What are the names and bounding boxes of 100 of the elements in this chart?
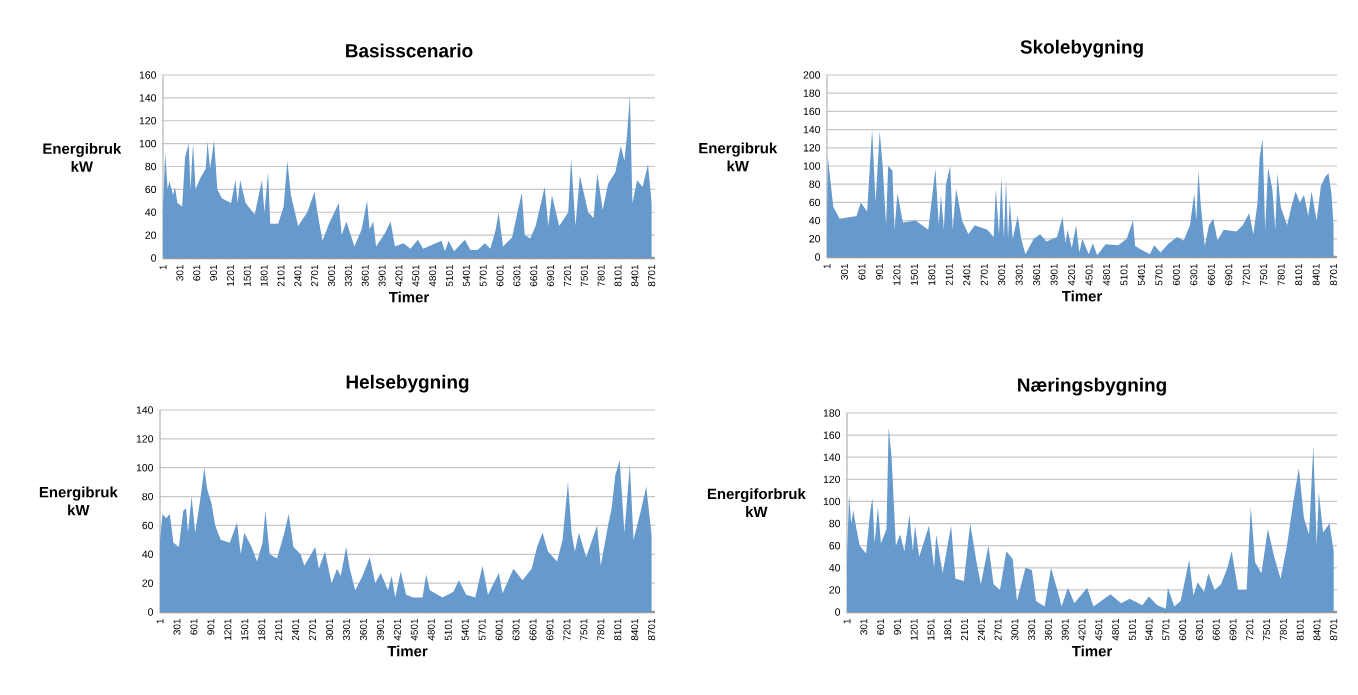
x-tick-label: 1201: [893, 264, 901, 285]
x-tick-label: 7501: [1263, 619, 1271, 641]
y-tick-label: 0: [835, 608, 841, 616]
x-tick-label: 1801: [928, 264, 936, 285]
y-tick-label: 120: [139, 117, 157, 125]
x-tick-label: 3601: [1044, 619, 1052, 641]
x-tick-label: 6001: [1179, 619, 1187, 641]
x-tick-label: 6601: [1207, 264, 1215, 286]
chart-title: Næringsbygning: [1018, 377, 1166, 396]
x-tick-label: 5701: [1155, 264, 1163, 286]
y-tick-label: 0: [151, 254, 157, 262]
y-tick-label: 180: [803, 89, 821, 97]
x-tick-label: 2101: [960, 619, 969, 641]
y-tick-label: 160: [803, 107, 821, 116]
x-tick-label: 7501: [580, 265, 588, 287]
y-tick-label: 120: [803, 144, 821, 152]
x-tick-label: 8401: [631, 619, 639, 641]
x-tick-label: 8101: [614, 619, 622, 641]
x-tick-label: 6901: [1225, 264, 1233, 286]
x-tick-label: 6301: [513, 265, 521, 287]
x-tick-label: 6301: [1195, 619, 1203, 641]
x-tick-label: 2101: [277, 265, 285, 287]
x-tick-label: 3301: [1015, 264, 1023, 286]
x-tick-label: 3901: [376, 619, 384, 641]
x-tick-label: 6001: [495, 619, 503, 641]
x-tick-label: 2401: [294, 265, 302, 287]
x-tick-label: 7201: [563, 265, 571, 287]
y-axis-title: Energibruk kW: [43, 142, 122, 172]
x-tick-label: 1: [156, 619, 164, 624]
x-tick-label: 4501: [1095, 619, 1103, 641]
x-tick-label: 5101: [445, 265, 453, 287]
x-axis-title: Timer: [1071, 645, 1112, 657]
x-tick-label: 6001: [1172, 264, 1180, 286]
chart-title: Helsebygning: [346, 374, 469, 393]
x-tick-label: 3901: [1050, 264, 1058, 286]
x-tick-label: 4501: [412, 265, 420, 287]
x-tick-label: 3301: [342, 619, 351, 641]
x-tick-label: 1201: [226, 265, 234, 286]
x-tick-label: 3901: [1061, 619, 1069, 641]
x-tick-label: 7201: [1246, 619, 1254, 641]
x-tick-label: 601: [858, 264, 866, 280]
x-tick-label: 2701: [980, 264, 988, 286]
y-tick-label: 100: [803, 162, 821, 170]
x-tick-label: 301: [840, 264, 848, 280]
x-tick-label: 8701: [648, 619, 656, 641]
x-tick-label: 4501: [1085, 264, 1093, 286]
y-tick-label: 60: [809, 198, 821, 207]
y-tick-label: 20: [829, 586, 841, 594]
x-tick-label: 6901: [547, 265, 555, 287]
x-tick-label: 1: [843, 619, 851, 624]
y-tick-label: 40: [145, 208, 157, 216]
x-tick-label: 6901: [1229, 619, 1237, 641]
x-tick-label: 901: [210, 265, 218, 281]
x-tick-label: 3901: [378, 265, 386, 287]
x-tick-label: 2101: [945, 264, 953, 286]
x-tick-label: 5401: [461, 619, 469, 641]
x-tick-label: 301: [176, 265, 184, 281]
x-tick-label: 1: [159, 264, 167, 270]
y-tick-label: 60: [142, 521, 154, 530]
x-tick-label: 6901: [546, 619, 554, 641]
x-tick-label: 2401: [963, 264, 971, 286]
x-tick-label: 3001: [326, 619, 334, 641]
x-tick-label: 1501: [241, 619, 249, 640]
x-tick-label: 301: [173, 619, 181, 635]
x-tick-label: 4801: [429, 265, 437, 287]
x-tick-label: 7801: [597, 265, 605, 287]
x-tick-label: 2701: [994, 619, 1002, 641]
x-tick-label: 601: [877, 619, 885, 635]
y-tick-label: 180: [823, 409, 841, 417]
y-tick-label: 80: [829, 519, 841, 528]
chart-title: Basisscenario: [346, 43, 473, 58]
x-tick-label: 301: [860, 619, 868, 635]
x-tick-label: 5101: [444, 619, 452, 641]
x-tick-label: 5701: [479, 265, 487, 287]
y-tick-label: 80: [142, 492, 154, 501]
y-tick-label: 140: [136, 406, 154, 414]
x-tick-label: 2401: [292, 619, 300, 641]
y-tick-label: 100: [139, 139, 157, 148]
y-tick-label: 160: [139, 71, 157, 79]
x-tick-label: 2101: [275, 619, 283, 641]
x-tick-label: 7501: [1260, 264, 1268, 286]
y-tick-label: 140: [823, 453, 841, 461]
y-tick-label: 0: [815, 253, 821, 261]
x-tick-label: 8401: [1312, 264, 1320, 286]
y-tick-label: 200: [803, 71, 821, 79]
x-tick-label: 1801: [944, 619, 952, 640]
x-tick-label: 601: [190, 619, 198, 635]
x-tick-label: 901: [875, 264, 883, 280]
y-tick-label: 120: [823, 475, 841, 484]
x-tick-label: 4201: [1078, 619, 1086, 641]
x-tick-label: 5701: [478, 619, 486, 641]
y-tick-label: 20: [809, 235, 821, 243]
y-tick-label: 40: [829, 564, 841, 572]
x-tick-label: 901: [207, 619, 215, 635]
x-tick-label: 7801: [1279, 619, 1287, 641]
x-tick-label: 6601: [1212, 619, 1220, 641]
y-tick-label: 140: [803, 125, 821, 134]
y-tick-label: 20: [142, 579, 154, 587]
x-axis-title: Timer: [388, 291, 429, 303]
x-tick-label: 6001: [496, 265, 504, 287]
